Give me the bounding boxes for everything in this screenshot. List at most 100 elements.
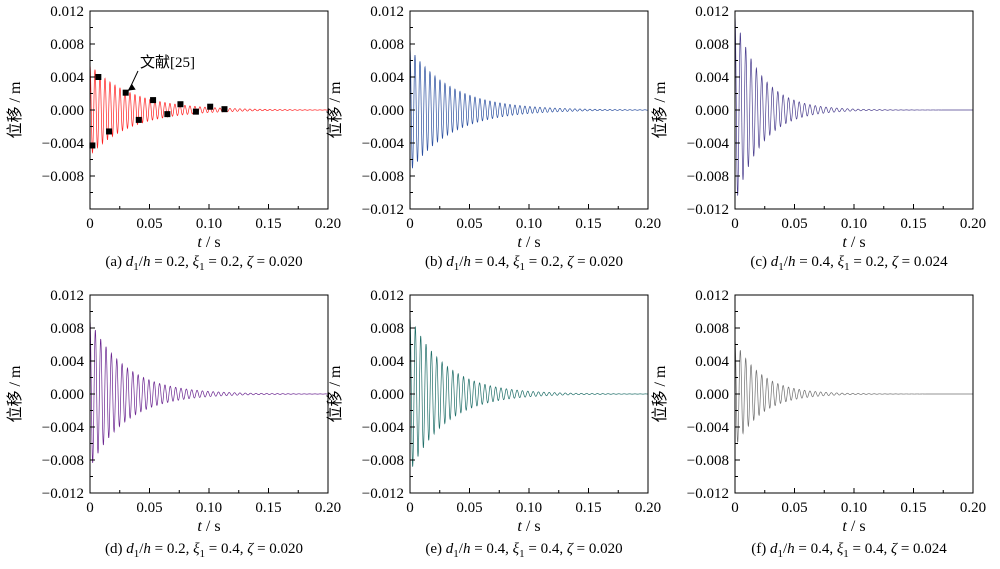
caption-equals: = [898, 254, 914, 270]
caption-equals: = [470, 541, 486, 557]
caption-label: (b) [425, 254, 446, 270]
caption-symbol-h: h [463, 254, 471, 270]
y-axis-title: 位移 / m [325, 365, 344, 422]
x-axis-unit: s [214, 518, 220, 535]
y-axis-separator: / [327, 94, 344, 106]
y-tick-label: −0.004 [687, 420, 730, 436]
caption-equals: = [471, 254, 487, 270]
caption-symbol-xi: ξ [193, 541, 200, 557]
x-axis-unit: s [859, 518, 865, 535]
x-tick-label: 0.05 [136, 216, 162, 232]
y-axis-unit: m [7, 81, 24, 94]
y-axis-name: 位移 [325, 390, 344, 422]
x-tick-label: 0.20 [635, 500, 661, 516]
caption-comma: , [559, 541, 567, 557]
caption-value-c: 0.020 [589, 541, 623, 557]
panel-c: −0.012 −0.008 −0.004 0.000 0.004 0.008 0.012 0 0… [650, 4, 986, 273]
caption-comma: , [240, 541, 248, 557]
caption-symbol-xi: ξ [838, 254, 845, 270]
y-tick-label: −0.008 [42, 169, 84, 185]
caption-symbol-d: d [771, 254, 779, 270]
caption-comma: , [829, 541, 837, 557]
x-axis-symbol: t [842, 234, 847, 251]
y-tick-label: 0.000 [695, 103, 729, 119]
x-tick-label: 0.05 [781, 500, 807, 516]
caption-value-b: 0.4 [865, 541, 884, 557]
y-tick-label: 0.012 [50, 288, 84, 304]
x-tick-label: 0.05 [136, 500, 162, 516]
caption-comma: , [186, 541, 194, 557]
reference-point [135, 116, 142, 123]
caption-slash: / [139, 254, 144, 270]
x-tick-label: 0 [406, 216, 414, 232]
caption-equals: = [573, 254, 589, 270]
y-axis-separator: / [7, 94, 24, 106]
caption-equals: = [795, 254, 811, 270]
x-tick-label: 0.10 [196, 500, 222, 516]
y-tick-label: 0.000 [695, 387, 729, 403]
caption-value-c: 0.020 [269, 254, 303, 270]
caption-symbol-xi: ξ [837, 541, 844, 557]
caption-symbol-d: d [126, 541, 134, 557]
y-tick-label: −0.012 [687, 486, 729, 502]
caption-value-a: 0.4 [811, 254, 830, 270]
y-tick-label: −0.008 [362, 169, 404, 185]
panel-caption: (d) d1/h = 0.2, ξ1 = 0.4, ζ = 0.020 [105, 541, 303, 560]
caption-comma: , [884, 254, 892, 270]
caption-symbol-xi: ξ [193, 254, 200, 270]
x-tick-label: 0.15 [255, 216, 281, 232]
caption-symbol-xi: ξ [513, 541, 520, 557]
y-axis-name: 位移 [5, 390, 24, 422]
panel-caption: (b) d1/h = 0.4, ξ1 = 0.2, ζ = 0.020 [425, 254, 623, 273]
y-axis-name: 位移 [650, 390, 669, 422]
x-tick-label: 0.20 [960, 216, 986, 232]
y-tick-label: 0.012 [695, 4, 729, 20]
caption-value-a: 0.2 [166, 254, 185, 270]
series-line [410, 315, 648, 467]
x-axis-symbol: t [197, 518, 202, 535]
y-axis-unit: m [7, 365, 24, 378]
caption-equals: = [253, 541, 269, 557]
caption-subscript: 1 [134, 548, 140, 560]
reference-point [207, 103, 214, 110]
y-tick-label: −0.008 [687, 169, 729, 185]
caption-value-b: 0.4 [541, 541, 560, 557]
x-tick-label: 0.15 [575, 216, 601, 232]
caption-value-b: 0.2 [866, 254, 885, 270]
panel-caption: (a) d1/h = 0.2, ξ1 = 0.2, ζ = 0.020 [105, 254, 302, 273]
y-axis-title: 位移 / m [325, 81, 344, 138]
y-axis-unit: m [327, 81, 344, 94]
y-tick-label: −0.008 [42, 453, 84, 469]
caption-slash: / [784, 254, 789, 270]
y-tick-label: 0.008 [695, 321, 729, 337]
y-tick-label: 0.000 [50, 103, 84, 119]
x-tick-label: 0 [731, 216, 739, 232]
y-tick-label: 0.004 [50, 70, 84, 86]
caption-subscript: 1 [843, 548, 849, 560]
y-tick-label: −0.004 [42, 136, 85, 152]
x-axis-symbol: t [517, 518, 522, 535]
y-axis-separator: / [327, 378, 344, 390]
y-tick-label: −0.008 [362, 453, 404, 469]
y-tick-label: −0.004 [362, 136, 405, 152]
x-axis-unit: s [534, 518, 540, 535]
caption-label: (a) [105, 254, 125, 270]
caption-slash: / [459, 541, 464, 557]
x-axis-unit: s [534, 234, 540, 251]
caption-equals: = [205, 541, 221, 557]
caption-slash: / [783, 541, 788, 557]
y-tick-label: 0.000 [50, 387, 84, 403]
reference-point [164, 111, 171, 118]
y-axis-separator: / [7, 378, 24, 390]
x-axis-symbol: t [197, 234, 202, 251]
series-line [735, 340, 973, 443]
caption-symbol-d: d [770, 541, 778, 557]
y-tick-label: 0.004 [695, 70, 729, 86]
caption-comma: , [884, 541, 892, 557]
y-tick-label: −0.004 [362, 420, 405, 436]
x-tick-label: 0.15 [900, 500, 926, 516]
caption-comma: , [506, 254, 514, 270]
caption-comma: , [185, 254, 193, 270]
y-axis-title: 位移 / m [650, 365, 669, 422]
caption-equals: = [795, 541, 811, 557]
